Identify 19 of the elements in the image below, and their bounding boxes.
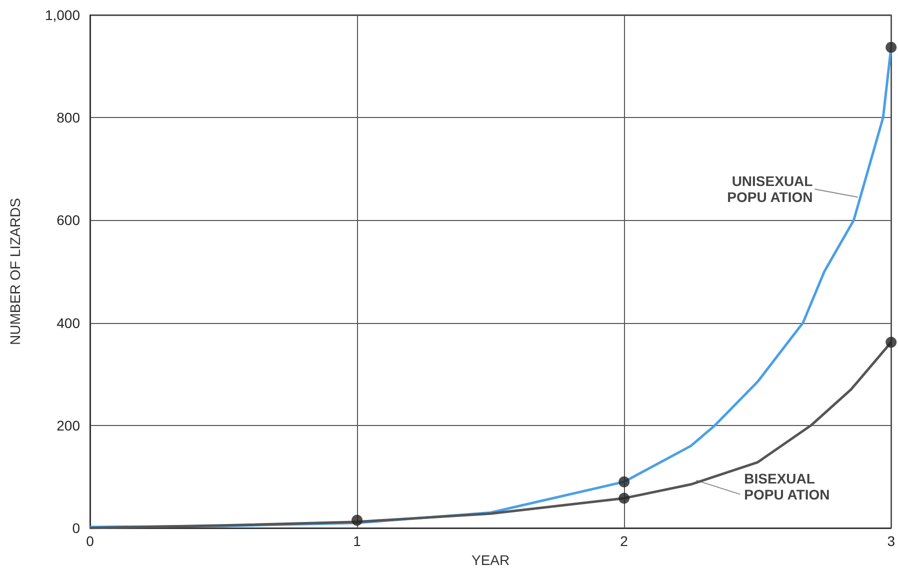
point — [618, 492, 630, 504]
y-tick-label: 200 — [56, 417, 80, 434]
point — [886, 42, 897, 53]
point — [618, 476, 630, 488]
x-tick-label: 0 — [86, 533, 94, 549]
x-axis-title: YEAR — [471, 552, 510, 568]
y-tick-label: 1,000 — [44, 7, 80, 23]
y-tick-label: 0 — [72, 520, 80, 536]
y-tick-label: 600 — [56, 212, 80, 228]
y-tick-label: 400 — [56, 314, 80, 331]
point — [352, 514, 363, 526]
annotation: BISEXUAL POPU ATION — [744, 470, 830, 502]
annotation: UNISEXUAL POPU ATION — [727, 173, 814, 206]
y-tick-label: 800 — [56, 110, 80, 126]
x-tick-label: 2 — [620, 533, 628, 549]
x-tick-label: 1 — [353, 533, 362, 549]
y-axis-title: NUMBER OF LIZARDS — [7, 198, 23, 346]
point — [886, 336, 897, 348]
x-tick-label: 3 — [887, 533, 896, 549]
